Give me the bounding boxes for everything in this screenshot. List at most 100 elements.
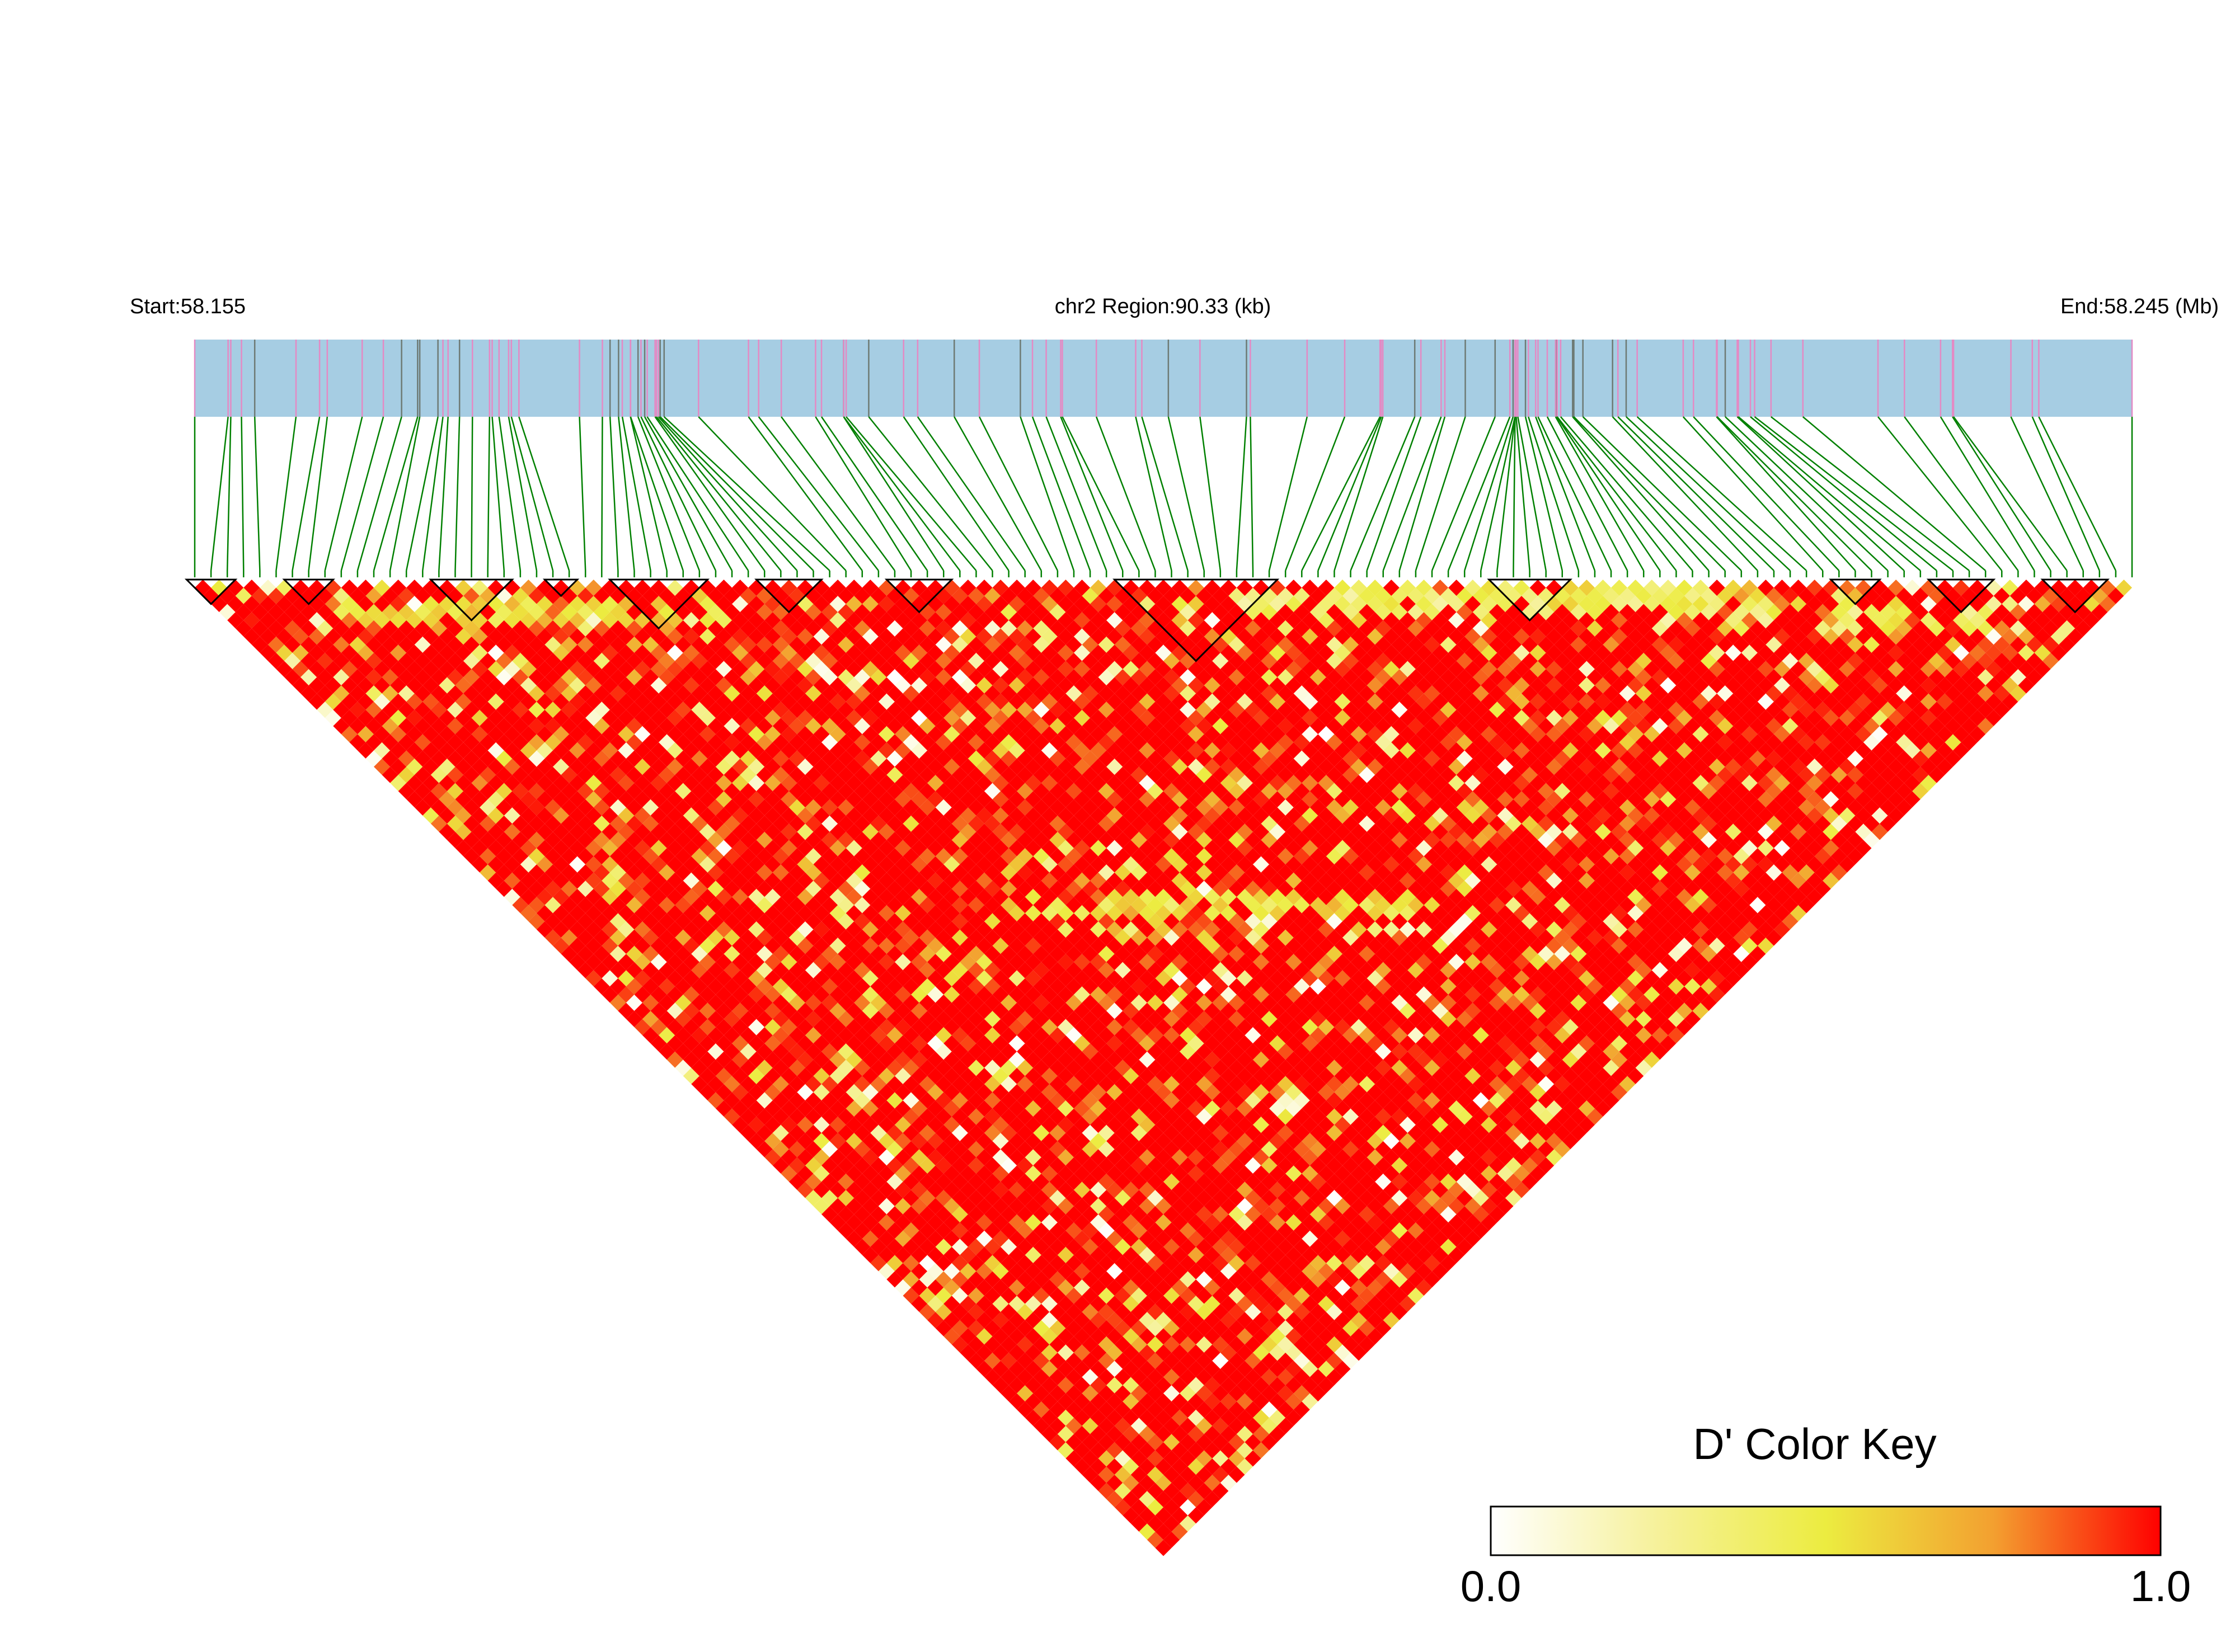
ld-cell (520, 856, 537, 873)
ld-cell (1065, 1287, 1082, 1304)
ld-cell (894, 791, 912, 808)
ld-cell (675, 831, 692, 849)
ld-cell (894, 938, 912, 954)
ld-cell (1057, 938, 1074, 954)
ld-cell (1228, 1368, 1245, 1386)
ld-cell (1065, 1418, 1082, 1434)
snp-connector (1612, 416, 1758, 571)
ld-cell (1180, 1108, 1196, 1125)
ld-cell (960, 1279, 976, 1296)
ld-cell (756, 1141, 773, 1157)
ld-cell (1114, 1352, 1131, 1369)
ld-cell (634, 921, 651, 938)
ld-cell (544, 669, 561, 686)
ld-cell (1106, 1198, 1123, 1215)
ld-cell (886, 734, 903, 751)
ld-cell (406, 759, 423, 775)
snp-connector (1626, 416, 1791, 571)
ld-cell (1106, 1051, 1123, 1068)
ld-cell (609, 734, 626, 751)
ld-cell (1114, 1303, 1131, 1320)
ld-cell (976, 856, 993, 873)
ld-cell (1106, 1425, 1123, 1442)
ld-cell (984, 1368, 1001, 1386)
ld-cell (911, 905, 928, 921)
ld-cell (390, 693, 407, 710)
ld-cell (976, 1312, 993, 1329)
snp-connector (471, 416, 473, 571)
ld-cell (683, 840, 699, 856)
ld-cell (1090, 1377, 1107, 1394)
ld-cell (374, 693, 391, 710)
ld-cell (894, 1165, 912, 1182)
snp-connector (868, 416, 993, 571)
ld-cell (609, 750, 626, 767)
ld-cell (528, 766, 545, 783)
ld-cell (683, 580, 699, 596)
ld-cell (659, 1027, 675, 1044)
ld-cell (577, 636, 594, 653)
ld-cell (1155, 1312, 1172, 1329)
snp-connector (422, 416, 444, 571)
ld-cell (813, 1035, 830, 1052)
ld-cell (1065, 1239, 1082, 1255)
ld-cell (1090, 1003, 1107, 1019)
ld-cell (976, 1263, 993, 1279)
ld-cell (691, 636, 708, 653)
ld-cell (471, 823, 488, 840)
ld-cell (903, 766, 919, 783)
ld-cell (1180, 1303, 1196, 1320)
ld-cell (1302, 1296, 1318, 1312)
ld-cell (1302, 1263, 1318, 1279)
ld-cell (740, 1092, 757, 1109)
ld-cell (715, 775, 733, 792)
ld-cell (325, 709, 341, 726)
ld-cell (951, 1124, 968, 1141)
ld-cell (838, 1108, 854, 1125)
ld-cell (1253, 1263, 1270, 1279)
ld-cell (260, 644, 276, 661)
ld-cell (414, 636, 431, 653)
ld-cell (1033, 913, 1050, 930)
ld-cell (1375, 1303, 1392, 1320)
ld-cell (659, 881, 675, 897)
ld-cell (1106, 1279, 1123, 1296)
ld-cell (422, 775, 439, 792)
ld-cell (870, 881, 887, 897)
ld-cell (626, 913, 643, 930)
ld-cell (1001, 1271, 1017, 1288)
ld-cell (1001, 897, 1017, 914)
ld-cell (960, 1003, 976, 1019)
ld-cell (382, 766, 398, 783)
ld-cell (1261, 1385, 1278, 1402)
ld-cell (1212, 1482, 1229, 1499)
ld-cell (1334, 1198, 1351, 1215)
snp-connector (609, 416, 619, 571)
ld-cell (1139, 1279, 1156, 1296)
ld-cell (1302, 1230, 1318, 1247)
ld-cell (1130, 1515, 1147, 1532)
ld-cell (886, 848, 903, 865)
ld-cell (1001, 1385, 1017, 1402)
ld-cell (544, 750, 561, 767)
ld-cell (1065, 1060, 1082, 1076)
ld-cell (528, 604, 545, 620)
ld-cell (471, 840, 488, 856)
ld-cell (781, 1035, 797, 1052)
ld-cell (414, 620, 431, 637)
ld-cell (561, 799, 577, 816)
ld-cell (1147, 1010, 1163, 1028)
ld-cell (659, 718, 675, 735)
ld-cell (1090, 1133, 1107, 1150)
ld-cell (528, 587, 545, 604)
ld-cell (911, 986, 928, 1003)
ld-cell (1253, 1165, 1270, 1182)
ld-cell (553, 677, 570, 694)
ld-cell (1073, 1458, 1091, 1475)
ld-cell (886, 1124, 903, 1141)
ld-cell (911, 759, 928, 775)
ld-cell (740, 783, 757, 799)
ld-cell (919, 1287, 936, 1304)
ld-cell (699, 1084, 716, 1100)
ld-cell (976, 823, 993, 840)
